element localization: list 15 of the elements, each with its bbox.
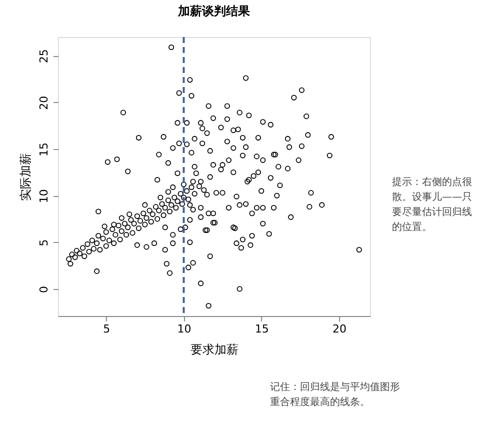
y-tick-label: 15 xyxy=(38,142,50,156)
x-tick-label: 5 xyxy=(103,322,110,336)
y-tick-label: 20 xyxy=(38,96,50,110)
x-tick-label: 10 xyxy=(177,322,192,336)
x-axis-title: 要求加薪 xyxy=(190,342,238,356)
text: 提示：右侧的点很散。设事儿——只要尽量估计回归线的位置。 xyxy=(392,176,472,233)
y-tick-label: 5 xyxy=(38,239,50,246)
x-tick-label: 20 xyxy=(332,322,346,336)
y-tick-label: 25 xyxy=(38,49,50,64)
chart-title: 加薪谈判结果 xyxy=(177,4,251,18)
y-tick-label: 0 xyxy=(38,286,50,293)
text: 记住：回归线是与平均值图形重合程度最高的线条。 xyxy=(270,381,400,408)
y-axis-title: 实际加薪 xyxy=(18,153,32,201)
y-tick-label: 10 xyxy=(38,189,50,204)
x-tick-label: 15 xyxy=(254,322,269,336)
